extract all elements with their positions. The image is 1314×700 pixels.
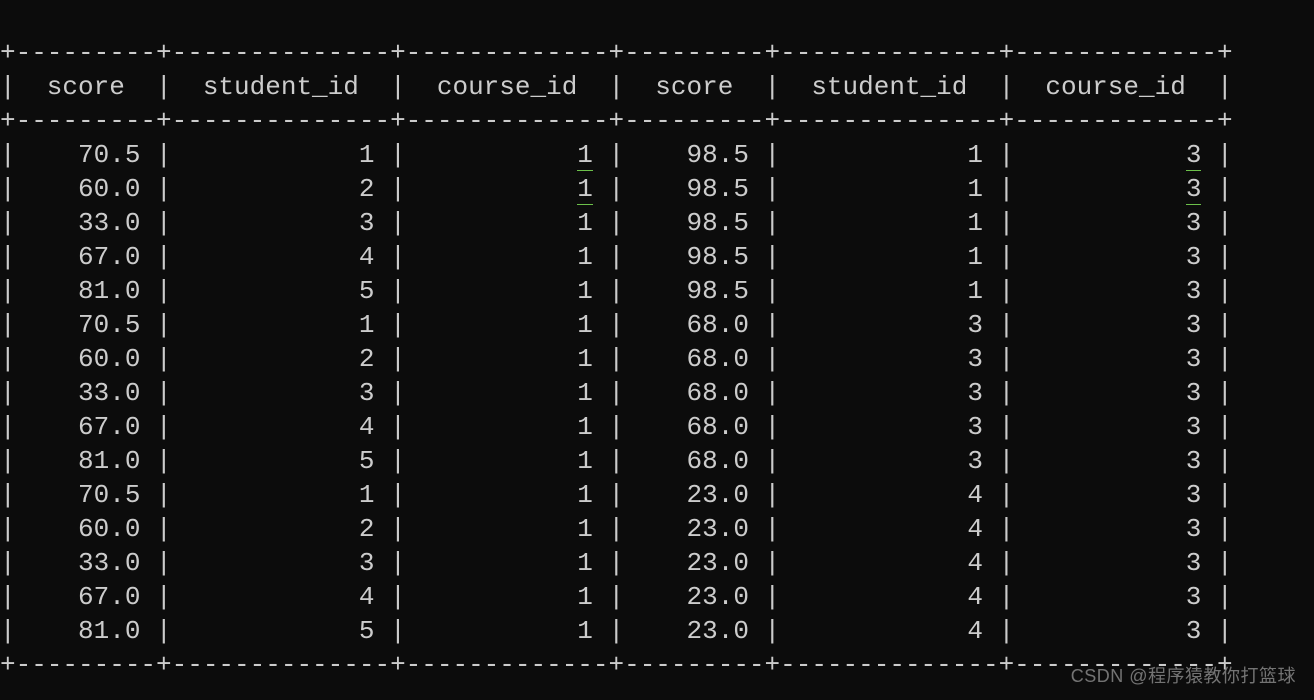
sql-result-table: +---------+--------------+-------------+… [0, 26, 1314, 682]
